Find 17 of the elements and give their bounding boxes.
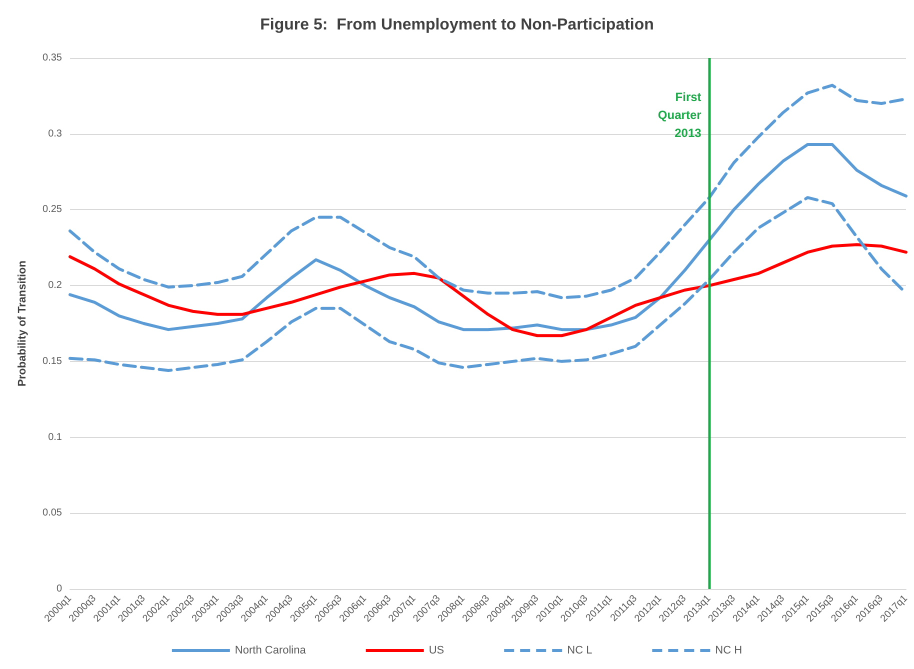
y-tick-label: 0.2 [48, 280, 62, 292]
y-axis-title: Probability of Transition [16, 260, 28, 386]
y-tick-label: 0.1 [48, 432, 62, 443]
y-tick-label: 0.05 [42, 508, 62, 519]
y-tick-label: 0.15 [42, 356, 62, 367]
y-tick-label: 0.35 [42, 52, 62, 64]
y-tick-label: 0 [56, 584, 62, 594]
legend-label: US [428, 644, 444, 656]
line-series [68, 243, 908, 338]
line-series [68, 142, 908, 332]
chart-title: Figure 5: From Unemployment to Non-Participation [260, 16, 654, 34]
legend-label: NC H [715, 644, 742, 656]
y-tick-label: 0.25 [42, 204, 62, 216]
legend-label: NC L [567, 644, 592, 656]
y-tick-label: 0.3 [48, 128, 62, 140]
ref-line-label: First Quarter 2013 [658, 90, 702, 140]
legend-label: North Carolina [234, 644, 307, 656]
